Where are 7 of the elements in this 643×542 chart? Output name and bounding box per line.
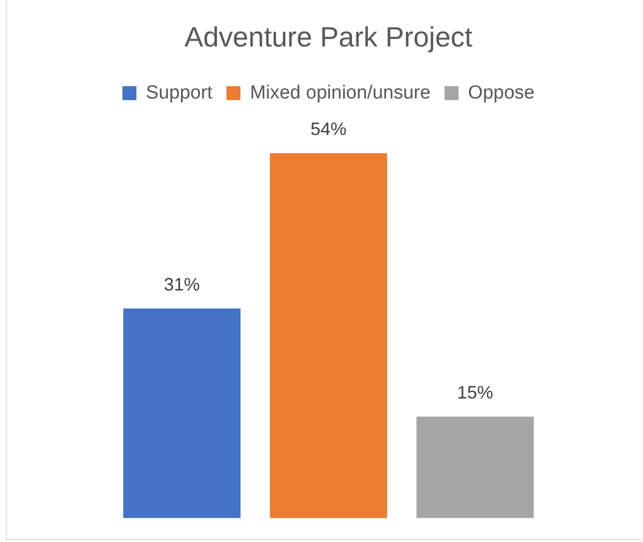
legend-label: Support bbox=[146, 82, 214, 104]
legend-label: Mixed opinion/unsure bbox=[250, 82, 431, 104]
data-label: 54% bbox=[310, 119, 347, 140]
chart-title: Adventure Park Project bbox=[184, 22, 473, 53]
legend-label: Oppose bbox=[468, 82, 535, 104]
data-label: 15% bbox=[457, 382, 494, 403]
data-label: 31% bbox=[164, 274, 200, 295]
